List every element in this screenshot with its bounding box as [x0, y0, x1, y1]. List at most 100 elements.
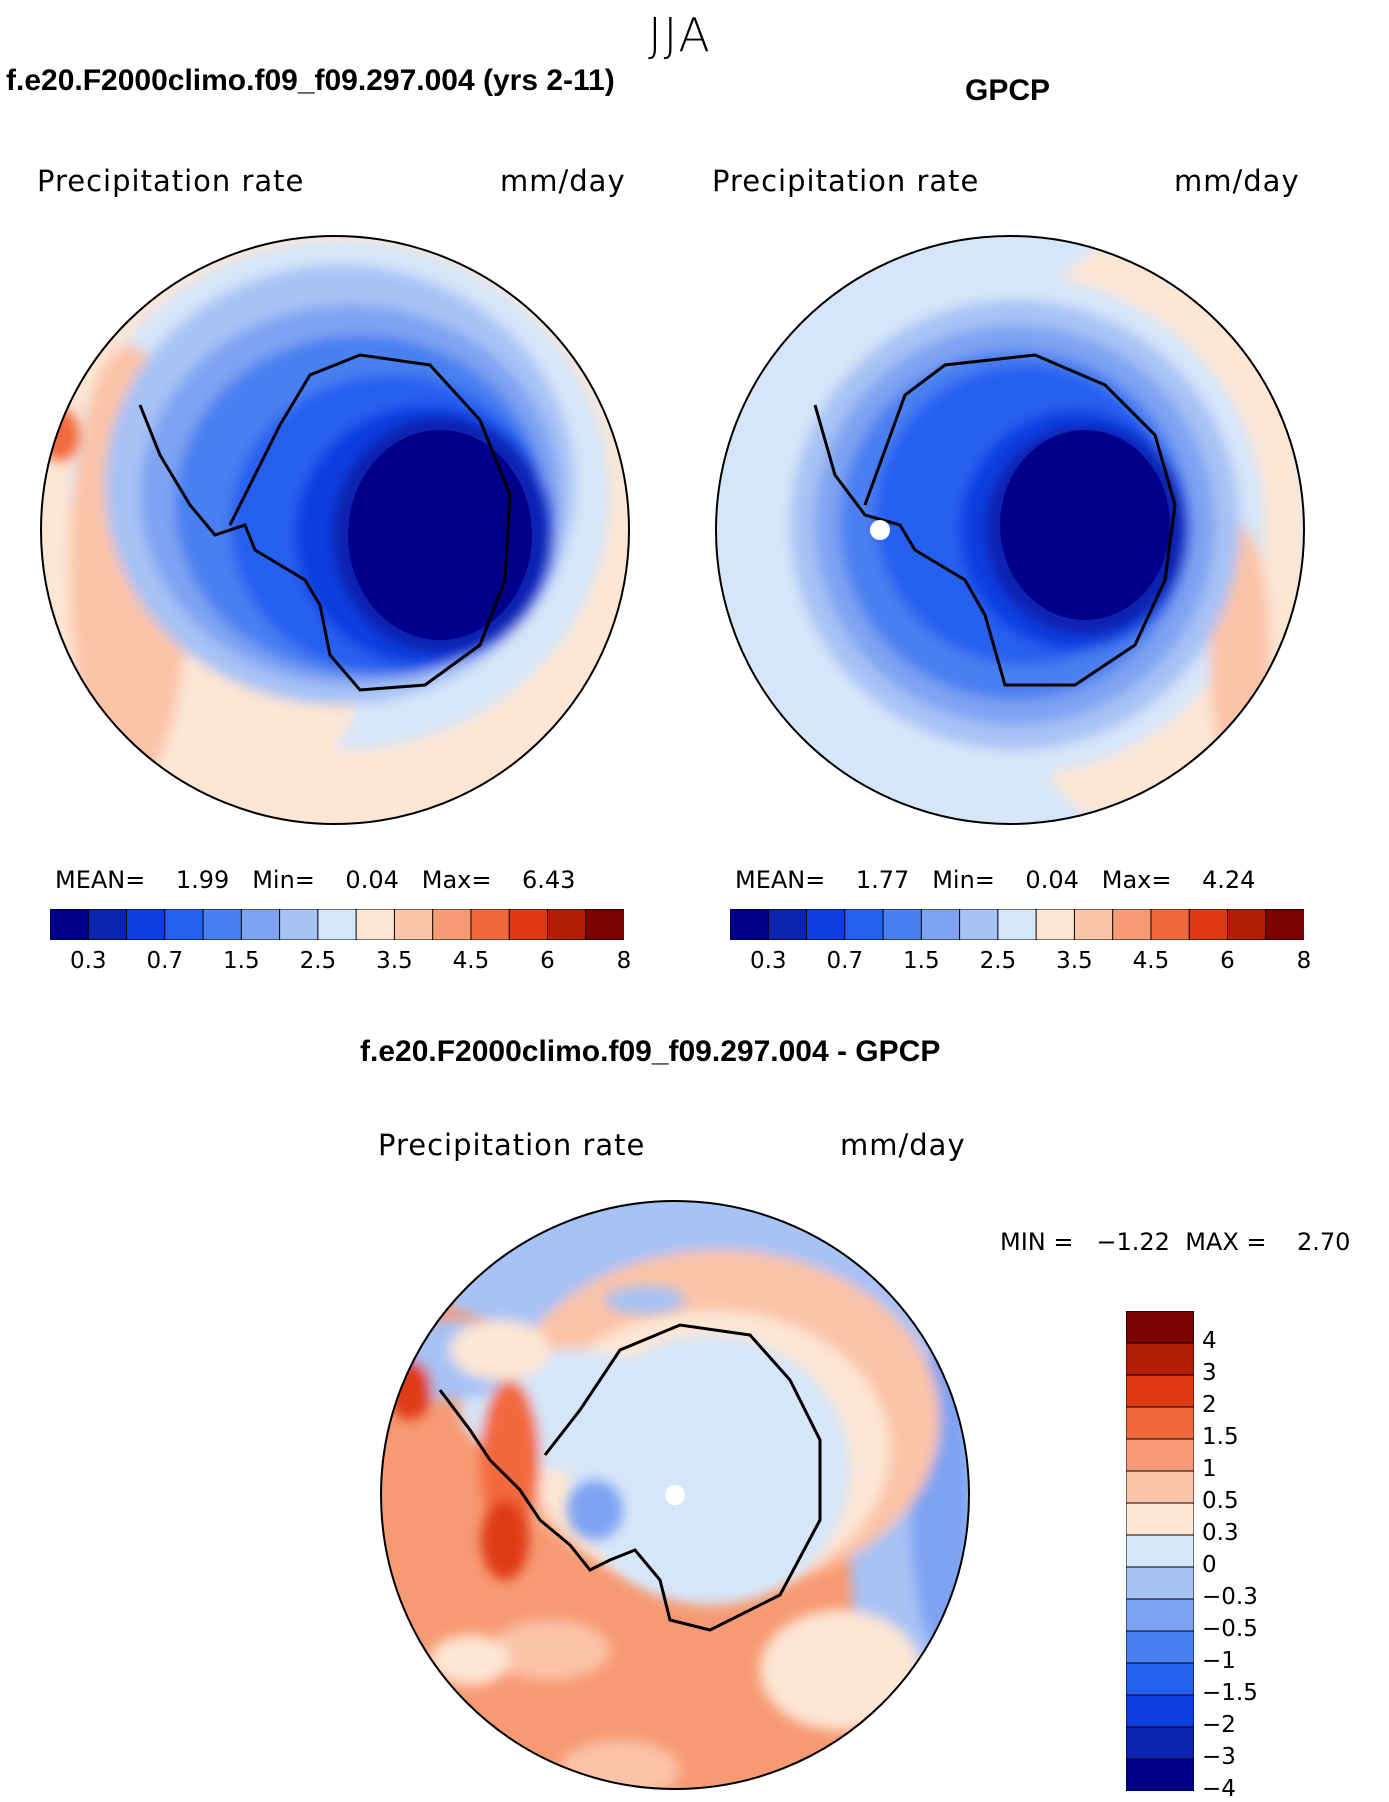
colorbar-tick-label: 1.5	[1202, 1423, 1239, 1450]
colorbar-swatch	[1125, 1374, 1195, 1408]
colorbar-tick-label: 4.5	[1132, 948, 1170, 974]
colorbar-swatch	[1035, 908, 1076, 941]
colorbar-tick-label: 8	[1296, 948, 1312, 974]
panel-diff-colorbar-ticks: 4 3 2 1.5 1 0.5 0.3 0 −0.3 −0.5 −1 −1.5 −2 −3 −4	[1198, 1311, 1278, 1802]
colorbar-tick-label: −2	[1202, 1711, 1236, 1738]
colorbar-swatch	[1125, 1502, 1195, 1536]
colorbar-swatch	[1265, 908, 1305, 941]
colorbar-swatch	[1125, 1438, 1195, 1472]
colorbar-tick-label: −1	[1202, 1647, 1236, 1674]
max-label: Max=	[1101, 866, 1172, 894]
mean-value: 1.77	[855, 866, 910, 894]
min-label: Min=	[932, 866, 995, 894]
mean-value: 1.99	[175, 866, 230, 894]
colorbar-svg	[49, 908, 625, 941]
panel-model-map	[40, 235, 630, 825]
pole-hole-marker	[665, 1485, 685, 1505]
max-value: 4.24	[1202, 866, 1256, 894]
colorbar-tick-label: −4	[1202, 1775, 1236, 1802]
colorbar-tick-label: 0.3	[1202, 1519, 1239, 1546]
colorbar-tick-label: −1.5	[1202, 1679, 1258, 1706]
colorbar-svg	[729, 908, 1305, 941]
colorbar-tick-label: 1.5	[223, 948, 260, 974]
min-label: Min=	[252, 866, 315, 894]
panel-obs-map	[715, 235, 1305, 825]
max-label: MAX =	[1185, 1228, 1267, 1256]
colorbar-tick-label: 6	[540, 948, 555, 974]
panel-obs-variable: Precipitation rate	[712, 164, 980, 198]
colorbar-swatch	[1125, 1566, 1195, 1600]
panel-obs-colorbar-ticks: 0.3 0.7 1.5 2.5 3.5 4.5 6 8	[730, 948, 1311, 978]
panel-diff-title: f.e20.F2000climo.f09_f09.297.004 - GPCP	[360, 1035, 941, 1068]
panel-diff-colorbar	[1125, 1310, 1195, 1792]
colorbar-swatch	[729, 908, 770, 941]
colorbar-swatch	[1112, 908, 1152, 941]
colorbar-swatch	[202, 908, 243, 941]
panel-model-colorbar-ticks: 0.3 0.7 1.5 2.5 3.5 4.5 6 8	[50, 948, 631, 978]
colorbar-swatch	[317, 908, 358, 941]
colorbar-swatch	[767, 908, 808, 941]
colorbar-swatch	[1125, 1662, 1195, 1696]
colorbar-tick-label: −0.3	[1202, 1583, 1258, 1610]
mean-label: MEAN=	[55, 866, 146, 894]
colorbar-tick-label: 2.5	[299, 948, 337, 974]
colorbar-tick-label: 2.5	[979, 948, 1017, 974]
colorbar-swatch	[1125, 1598, 1195, 1632]
min-value: −1.22	[1096, 1228, 1170, 1256]
panel-obs-stats: MEAN= 1.77 Min= 0.04 Max= 4.24	[735, 866, 1255, 894]
colorbar-tick-label: 3	[1202, 1359, 1217, 1386]
colorbar-swatch	[508, 908, 549, 941]
colorbar-swatch	[1125, 1310, 1195, 1344]
colorbar-tick-label: 0.5	[1202, 1487, 1239, 1514]
panel-diff-map	[380, 1200, 970, 1790]
min-value: 0.04	[345, 866, 399, 894]
colorbar-tick-label: 8	[616, 948, 632, 974]
max-value: 2.70	[1297, 1228, 1351, 1256]
min-value: 0.04	[1025, 866, 1079, 894]
colorbar-tick-label: 4.5	[452, 948, 490, 974]
colorbar-tick-label: 0.7	[146, 948, 184, 974]
max-label: Max=	[421, 866, 492, 894]
colorbar-svg	[1125, 1310, 1195, 1792]
colorbar-swatch	[164, 908, 205, 941]
colorbar-swatch	[1150, 908, 1191, 941]
colorbar-swatch	[1125, 1758, 1195, 1792]
colorbar-swatch	[1073, 908, 1114, 941]
colorbar-swatch	[997, 908, 1038, 941]
colorbar-swatch	[49, 908, 90, 941]
colorbar-swatch	[126, 908, 166, 941]
colorbar-tick-label: 3.5	[1056, 948, 1093, 974]
panel-diff-units: mm/day	[840, 1128, 966, 1162]
season-title: JJA	[648, 8, 712, 62]
panel-model-title: f.e20.F2000climo.f09_f09.297.004 (yrs 2-…	[6, 64, 615, 97]
colorbar-swatch	[1125, 1694, 1195, 1728]
colorbar-swatch	[432, 908, 472, 941]
panel-obs-colorbar	[729, 908, 1305, 941]
panel-model-stats: MEAN= 1.99 Min= 0.04 Max= 6.43	[55, 866, 575, 894]
colorbar-swatch	[806, 908, 846, 941]
panel-obs-units: mm/day	[1174, 164, 1300, 198]
colorbar-tick-label: 1	[1202, 1455, 1217, 1482]
mean-label: MEAN=	[735, 866, 826, 894]
colorbar-tick-label: 1.5	[903, 948, 940, 974]
colorbar-swatch	[882, 908, 923, 941]
colorbar-tick-label: 0.7	[826, 948, 864, 974]
panel-diff-variable: Precipitation rate	[378, 1128, 646, 1162]
colorbar-swatch	[393, 908, 434, 941]
colorbar-tick-label: 3.5	[376, 948, 413, 974]
colorbar-tick-label: 2	[1202, 1391, 1217, 1418]
colorbar-swatch	[240, 908, 281, 941]
colorbar-swatch	[470, 908, 511, 941]
max-value: 6.43	[522, 866, 576, 894]
colorbar-swatch	[585, 908, 625, 941]
colorbar-swatch	[844, 908, 885, 941]
colorbar-tick-label: 6	[1220, 948, 1235, 974]
colorbar-swatch	[1188, 908, 1229, 941]
colorbar-swatch	[1125, 1470, 1195, 1504]
colorbar-swatch	[1125, 1630, 1195, 1664]
panel-obs-title: GPCP	[965, 74, 1051, 107]
colorbar-tick-label: 4	[1202, 1327, 1217, 1354]
colorbar-swatch	[959, 908, 999, 941]
panel-diff-stats: MIN = −1.22 MAX = 2.70	[1000, 1228, 1350, 1256]
colorbar-swatch	[1226, 908, 1267, 941]
